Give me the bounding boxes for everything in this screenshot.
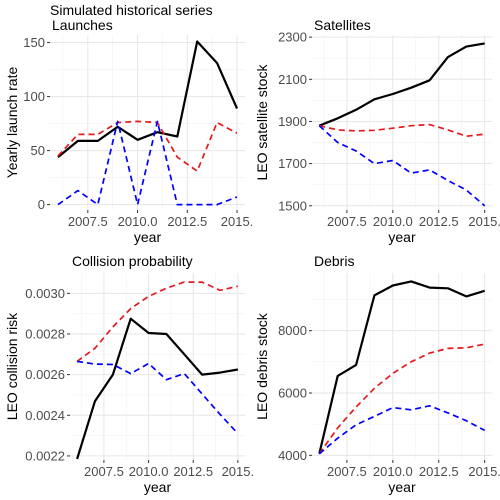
series-line-3 (57, 120, 238, 206)
x-tick-label: 2010.0 (373, 214, 413, 229)
y-tick-label: 0.0024 (25, 408, 65, 423)
series-line-3 (318, 125, 486, 207)
series-line-2 (318, 343, 485, 455)
y-tick-label: 150 (23, 35, 45, 50)
x-axis-label: year (144, 479, 172, 495)
figure-title: Simulated historical series (50, 2, 213, 18)
x-tick-label: 2012.5 (173, 464, 213, 479)
y-tick-label: 1500 (278, 198, 307, 213)
y-tick-label: 6000 (278, 385, 307, 400)
y-tick-label: 2300 (278, 30, 307, 45)
panel-title: Satellites (314, 17, 371, 33)
chart-panel-3: Collision probability 2007.5 2010.0 2012.5 2… (4, 253, 254, 495)
x-tick-label: 2007.5 (327, 214, 367, 229)
y-tick-label: 0.0026 (25, 367, 65, 382)
x-tick-label: 2015. (221, 214, 254, 229)
x-tick-label: 2007.5 (84, 464, 124, 479)
y-axis-label: LEO collision risk (4, 312, 20, 420)
series-line-3 (318, 404, 486, 455)
x-tick-label: 2015. (222, 464, 255, 479)
y-tick-label: 1900 (278, 114, 307, 129)
y-axis-label: LEO satellite stock (254, 64, 270, 181)
panel-title: Debris (314, 253, 354, 269)
x-tick-label: 2015. (468, 464, 500, 479)
y-tick-label: 0.0030 (25, 286, 65, 301)
series-line-3 (76, 360, 239, 435)
series-line-1 (57, 40, 239, 158)
x-tick-label: 2010.0 (129, 464, 169, 479)
series-line-2 (76, 281, 239, 363)
y-tick-label: 2100 (278, 72, 307, 87)
series-line-2 (319, 123, 485, 138)
series-line-1 (318, 42, 485, 127)
x-axis-label: year (388, 479, 416, 495)
y-tick-label: 8000 (278, 323, 307, 338)
panel-title: Collision probability (72, 253, 193, 269)
y-tick-label: 0.0028 (25, 326, 65, 341)
x-axis-label: year (134, 229, 162, 245)
x-tick-label: 2007.5 (327, 464, 367, 479)
panel-title: Launches (52, 17, 113, 33)
x-tick-label: 2015. (468, 214, 500, 229)
y-tick-label: 0 (38, 197, 45, 212)
y-axis-label: Yearly launch rate (4, 67, 20, 179)
y-tick-label: 1700 (278, 156, 307, 171)
series-line-1 (318, 280, 486, 455)
panels: Launches 2007.5 2010.0 2012.5 2015. 0 50 100 150… (4, 17, 500, 495)
y-axis-label: LEO debris stock (254, 312, 270, 420)
chart-panel-2: Satellites 2007.5 2010.0 2012.5 2015. 1500 170… (254, 17, 500, 245)
y-tick-label: 0.0022 (25, 448, 65, 463)
x-tick-label: 2012.5 (419, 214, 459, 229)
x-tick-label: 2012.5 (167, 214, 207, 229)
y-tick-label: 50 (31, 143, 45, 158)
series-line-1 (76, 317, 239, 460)
chart-panel-4: Debris 2007.5 2010.0 2012.5 2015. 4000 6000 800… (254, 253, 500, 495)
x-axis-label: year (388, 229, 416, 245)
x-tick-label: 2007.5 (68, 214, 108, 229)
x-tick-label: 2010.0 (373, 464, 413, 479)
x-tick-label: 2012.5 (419, 464, 459, 479)
series-line-2 (57, 120, 238, 172)
y-tick-label: 4000 (278, 448, 307, 463)
x-tick-label: 2010.0 (118, 214, 158, 229)
chart-panel-1: Launches 2007.5 2010.0 2012.5 2015. 0 50 100 150… (4, 17, 253, 245)
y-tick-label: 100 (23, 89, 45, 104)
